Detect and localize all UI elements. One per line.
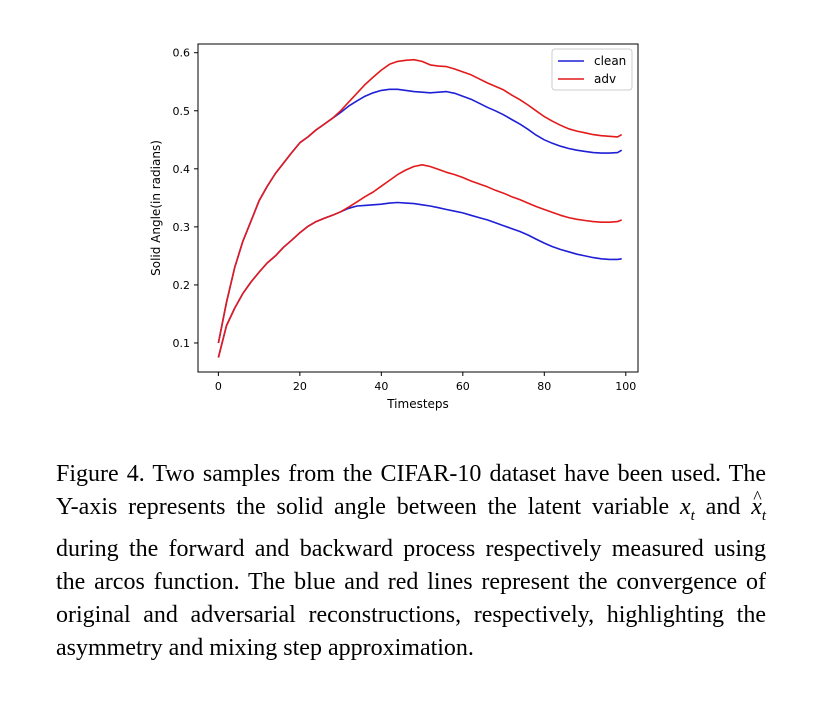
series-layer [217,58,623,358]
figure-caption: Figure 4. Two samples from the CIFAR-10 … [56,458,766,665]
series-line-adv-1 [217,58,623,344]
y-tick-label: 0.2 [173,279,191,292]
x-tick-label: 0 [215,380,222,393]
x-tick-label: 80 [537,380,551,393]
y-axis-ticks: 0.1 0.2 0.3 0.4 0.5 0.6 [173,47,198,350]
chart-figure: 0 20 40 60 80 100 0.1 0.2 0.3 0.4 0.5 0.6 Timestep… [149,43,639,411]
x-axis-ticks: 0 20 40 60 80 100 [215,372,636,393]
y-tick-label: 0.3 [173,221,191,234]
legend-label-adv: adv [594,72,616,86]
y-tick-label: 0.1 [173,337,191,350]
series-line-adv-3 [217,164,623,358]
plot-area [198,44,638,372]
y-tick-label: 0.4 [173,163,191,176]
x-tick-label: 40 [374,380,388,393]
x-tick-label: 100 [615,380,636,393]
legend-label-clean: clean [594,54,626,68]
plot-frame [197,43,639,373]
legend: clean adv [551,48,633,91]
caption-text-3: during the forward and backward process … [56,535,766,661]
y-axis-label: Solid Angle(in radians) [149,140,163,276]
x-tick-label: 60 [456,380,470,393]
math-x-hat-t: xt [751,481,766,524]
line-chart: 0 20 40 60 80 100 0.1 0.2 0.3 0.4 0.5 0.6 Timestep… [149,43,639,411]
y-tick-label: 0.6 [173,47,191,60]
math-x-t: xt [680,494,695,524]
caption-text-2: and [694,494,752,520]
y-tick-label: 0.5 [173,105,191,118]
x-tick-label: 20 [293,380,307,393]
x-axis-label: Timesteps [386,397,449,411]
caption-text-1: Figure 4. Two samples from the CIFAR-10 … [56,461,766,520]
